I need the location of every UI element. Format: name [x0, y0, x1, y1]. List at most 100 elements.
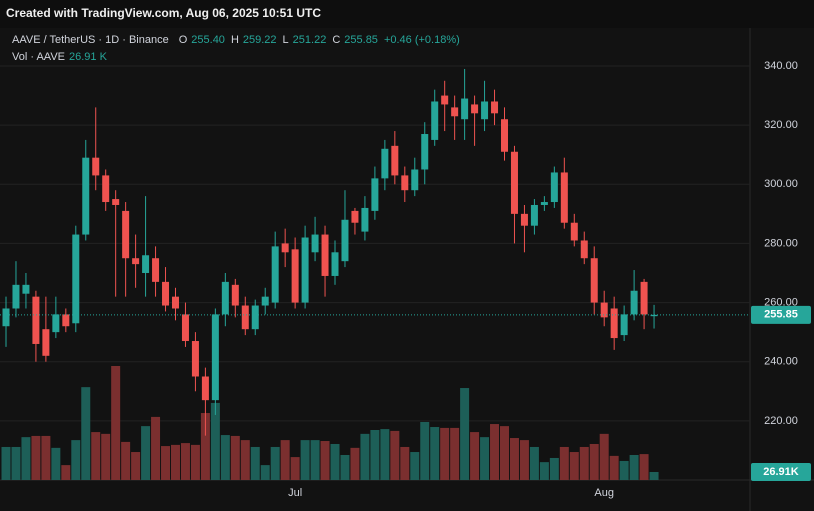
y-tick-label: 300.00: [764, 178, 798, 190]
volume-bar: [21, 437, 31, 480]
volume-bar: [649, 471, 659, 480]
volume-bar: [320, 441, 330, 480]
candle-body: [301, 237, 309, 303]
candle-body: [590, 258, 598, 303]
x-tick-label: Aug: [594, 487, 614, 499]
candle-body: [461, 98, 469, 120]
y-tick-label: 240.00: [764, 356, 798, 368]
volume-bar: [290, 457, 300, 480]
candle-body: [401, 175, 409, 191]
volume-bar: [51, 447, 61, 480]
candle-body: [231, 284, 239, 306]
volume-bar: [300, 440, 310, 480]
candle-body: [132, 258, 140, 265]
candle-body: [491, 101, 499, 114]
volume-bar: [559, 446, 569, 480]
volume-bar: [91, 432, 101, 480]
volume-bar: [200, 413, 210, 480]
candle-body: [251, 305, 259, 330]
candle-body: [311, 234, 319, 253]
volume-bar: [609, 455, 619, 480]
candle-body: [62, 314, 70, 327]
volume-bar: [470, 432, 480, 480]
candle-body: [341, 219, 349, 262]
symbol: AAVE / TetherUS · 1D · Binance: [12, 34, 169, 46]
candle-body: [381, 148, 389, 179]
volume-bar: [1, 446, 11, 480]
candle-body: [82, 157, 90, 235]
y-tick-label: 220.00: [764, 415, 798, 427]
ohlc-value: 255.85: [344, 34, 378, 46]
volume-bar: [240, 440, 250, 480]
volume-bar: [589, 443, 599, 480]
y-tick-label: 320.00: [764, 119, 798, 131]
volume-bar: [440, 427, 450, 480]
ohlc-value: 255.40: [191, 34, 225, 46]
volume-bar: [420, 421, 430, 480]
volume-bar: [350, 447, 360, 480]
change: +0.46 (+0.18%): [383, 34, 460, 46]
candle-body: [650, 314, 658, 317]
volume-bar: [549, 457, 559, 480]
volume-bar: [280, 440, 290, 480]
volume-bar: [579, 446, 589, 480]
volume-bar: [500, 426, 509, 480]
volume-bar: [410, 452, 420, 480]
candle-body: [481, 101, 489, 120]
volume-bar: [11, 446, 21, 480]
candle-body: [92, 157, 100, 176]
candle-body: [321, 234, 329, 276]
volume-bar: [460, 388, 470, 480]
ohlc-key: C: [332, 34, 341, 46]
candle-body: [441, 95, 449, 105]
candle-body: [540, 202, 548, 205]
header-text: Created with TradingView.com, Aug 06, 20…: [6, 6, 321, 20]
y-tick-label: 260.00: [764, 296, 798, 308]
candle-body: [391, 145, 399, 176]
volume-bar: [519, 440, 529, 480]
volume-bar: [71, 440, 81, 480]
volume-bar: [121, 441, 131, 480]
candle-body: [181, 314, 189, 342]
candle-body: [211, 314, 219, 401]
candle-body: [122, 210, 130, 259]
volume-bar: [161, 446, 171, 480]
candle-body: [201, 376, 209, 401]
candle-body: [560, 172, 568, 223]
legend-main: AAVE / TetherUS · 1D · Binance O 255.40 H 2…: [12, 34, 462, 46]
candle-body: [191, 341, 199, 377]
candle-body: [241, 305, 249, 330]
last-price-box: [751, 305, 811, 324]
candle-body: [261, 296, 269, 306]
candle-body: [22, 284, 30, 294]
volume-bar: [639, 454, 649, 480]
candle-body: [421, 134, 429, 170]
candle-body: [630, 290, 638, 315]
volume-bar: [81, 387, 91, 480]
volume-bar: [31, 435, 41, 480]
last-volume-box: [751, 462, 811, 481]
candle-body: [501, 119, 508, 152]
candle-body: [152, 258, 160, 282]
volume-bar: [141, 426, 151, 480]
candle-body: [221, 281, 229, 315]
volume-bar: [400, 446, 410, 480]
candle-body: [331, 252, 339, 276]
volume-bar: [529, 446, 539, 480]
candle-body: [510, 151, 518, 214]
volume-bar: [131, 452, 141, 480]
volume-bar: [210, 402, 220, 480]
volume-bar: [370, 429, 380, 480]
volume-bar: [151, 416, 161, 480]
volume-bar: [390, 430, 400, 480]
candle-body: [2, 308, 10, 327]
volume-value: 26.91 K: [69, 51, 107, 63]
y-tick-label: 340.00: [764, 60, 798, 72]
volume-bar: [170, 444, 180, 480]
candle-body: [102, 175, 110, 203]
candle-body: [620, 314, 628, 336]
candle-body: [52, 314, 60, 333]
volume-bar: [220, 435, 230, 480]
volume-bar: [260, 465, 270, 480]
